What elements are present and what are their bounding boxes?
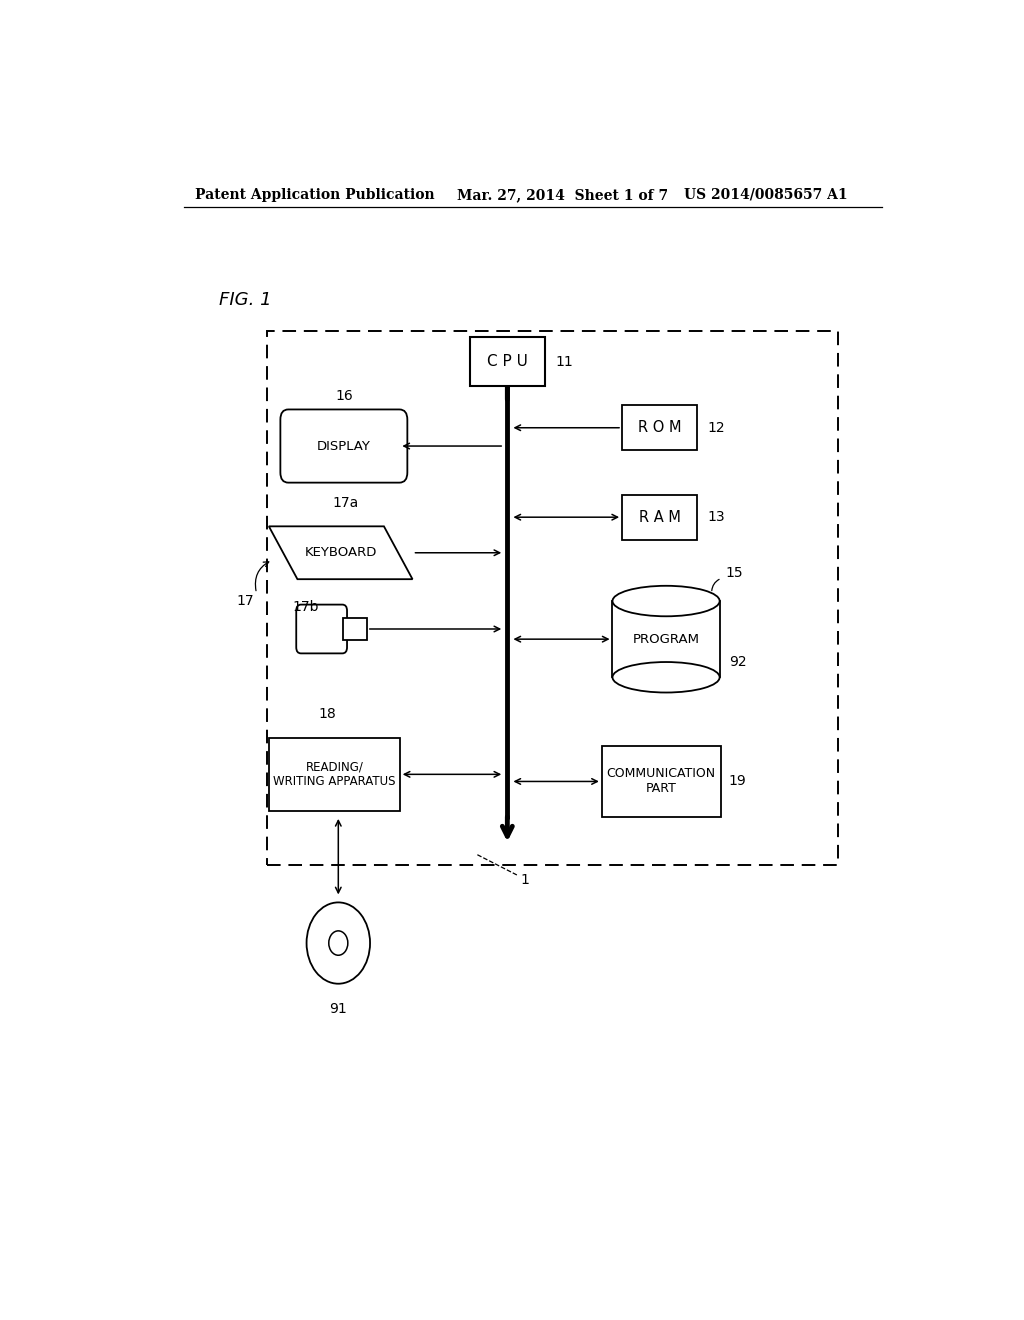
Text: R O M: R O M [638,420,681,436]
Text: C P U: C P U [486,354,527,370]
Text: PROGRAM: PROGRAM [633,632,699,645]
Text: Patent Application Publication: Patent Application Publication [196,187,435,202]
Bar [267,331,839,865]
Text: Mar. 27, 2014  Sheet 1 of 7: Mar. 27, 2014 Sheet 1 of 7 [458,187,669,202]
Text: 19: 19 [729,775,746,788]
FancyBboxPatch shape [602,746,721,817]
FancyBboxPatch shape [343,618,367,640]
Polygon shape [269,527,413,579]
FancyBboxPatch shape [269,738,399,810]
FancyBboxPatch shape [296,605,347,653]
Text: KEYBOARD: KEYBOARD [304,546,377,560]
FancyBboxPatch shape [470,338,545,385]
Text: R A M: R A M [639,510,681,524]
FancyBboxPatch shape [622,495,697,540]
Text: FIG. 1: FIG. 1 [219,290,272,309]
FancyBboxPatch shape [612,601,720,677]
Text: 11: 11 [555,355,572,368]
Text: 18: 18 [318,708,336,722]
Text: DISPLAY: DISPLAY [316,440,371,453]
FancyBboxPatch shape [622,405,697,450]
Text: 12: 12 [708,421,725,434]
Circle shape [329,931,348,956]
Ellipse shape [612,663,720,693]
Text: 16: 16 [336,389,353,404]
Text: 92: 92 [729,655,748,669]
Text: 1: 1 [521,873,529,887]
Text: READING/
WRITING APPARATUS: READING/ WRITING APPARATUS [273,760,395,788]
Text: US 2014/0085657 A1: US 2014/0085657 A1 [684,187,847,202]
Text: 15: 15 [726,566,743,579]
FancyBboxPatch shape [281,409,408,483]
Text: 13: 13 [708,511,725,524]
Ellipse shape [612,586,720,616]
Text: 17a: 17a [333,496,359,510]
Text: 91: 91 [330,1002,347,1016]
Text: 17b: 17b [292,599,318,614]
Text: COMMUNICATION
PART: COMMUNICATION PART [607,767,716,796]
Text: 17: 17 [237,594,254,607]
Circle shape [306,903,370,983]
